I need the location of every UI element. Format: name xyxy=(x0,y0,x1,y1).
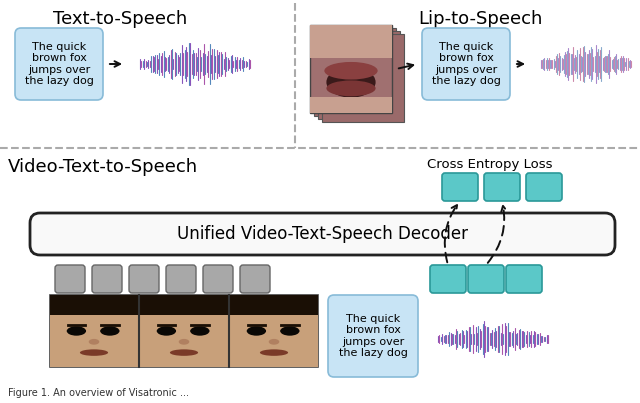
Bar xyxy=(230,295,318,317)
FancyBboxPatch shape xyxy=(15,28,103,100)
Bar xyxy=(310,97,392,113)
FancyBboxPatch shape xyxy=(442,173,478,201)
Ellipse shape xyxy=(179,339,189,345)
Ellipse shape xyxy=(326,81,376,96)
FancyBboxPatch shape xyxy=(422,28,510,100)
Bar xyxy=(140,322,228,367)
Ellipse shape xyxy=(269,339,279,345)
Text: The quick
brown fox
jumps over
the lazy dog: The quick brown fox jumps over the lazy … xyxy=(339,314,408,358)
Text: The quick
brown fox
jumps over
the lazy dog: The quick brown fox jumps over the lazy … xyxy=(24,42,93,86)
FancyBboxPatch shape xyxy=(55,265,85,293)
FancyBboxPatch shape xyxy=(240,265,270,293)
Text: Lip-to-Speech: Lip-to-Speech xyxy=(418,10,542,28)
Ellipse shape xyxy=(324,62,378,79)
FancyBboxPatch shape xyxy=(468,265,504,293)
FancyBboxPatch shape xyxy=(30,213,615,255)
Bar xyxy=(318,31,400,119)
Bar xyxy=(310,25,392,58)
Ellipse shape xyxy=(170,349,198,356)
Text: The quick
brown fox
jumps over
the lazy dog: The quick brown fox jumps over the lazy … xyxy=(431,42,500,86)
FancyBboxPatch shape xyxy=(92,265,122,293)
Bar xyxy=(230,295,318,367)
Ellipse shape xyxy=(100,326,120,336)
Bar xyxy=(140,315,228,326)
FancyBboxPatch shape xyxy=(484,173,520,201)
FancyBboxPatch shape xyxy=(166,265,196,293)
Ellipse shape xyxy=(190,326,209,336)
Bar xyxy=(50,315,138,326)
Ellipse shape xyxy=(280,326,300,336)
Bar xyxy=(140,295,228,317)
Ellipse shape xyxy=(80,349,108,356)
Bar xyxy=(230,315,318,326)
Ellipse shape xyxy=(260,349,288,356)
Ellipse shape xyxy=(246,326,266,336)
Bar xyxy=(310,25,392,113)
Text: Video-Text-to-Speech: Video-Text-to-Speech xyxy=(8,158,198,176)
FancyBboxPatch shape xyxy=(506,265,542,293)
Ellipse shape xyxy=(326,67,376,98)
FancyBboxPatch shape xyxy=(203,265,233,293)
FancyBboxPatch shape xyxy=(430,265,466,293)
FancyBboxPatch shape xyxy=(328,295,418,377)
FancyBboxPatch shape xyxy=(526,173,562,201)
Bar xyxy=(50,295,138,317)
FancyBboxPatch shape xyxy=(129,265,159,293)
Text: Text-to-Speech: Text-to-Speech xyxy=(53,10,187,28)
Ellipse shape xyxy=(67,326,86,336)
Text: Cross Entropy Loss: Cross Entropy Loss xyxy=(428,158,553,171)
Bar xyxy=(322,34,404,122)
Text: Figure 1. An overview of Visatronic ...: Figure 1. An overview of Visatronic ... xyxy=(8,388,189,398)
Bar xyxy=(230,322,318,367)
Bar xyxy=(50,322,138,367)
Ellipse shape xyxy=(157,326,176,336)
Bar xyxy=(314,28,396,116)
Ellipse shape xyxy=(89,339,99,345)
Text: Unified Video-Text-Speech Decoder: Unified Video-Text-Speech Decoder xyxy=(177,225,468,243)
Bar xyxy=(140,295,228,367)
Bar xyxy=(50,295,138,367)
